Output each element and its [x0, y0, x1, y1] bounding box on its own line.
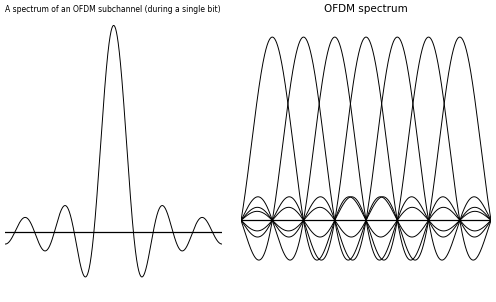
Title: OFDM spectrum: OFDM spectrum: [324, 4, 408, 14]
Text: A spectrum of an OFDM subchannel (during a single bit): A spectrum of an OFDM subchannel (during…: [5, 5, 221, 14]
